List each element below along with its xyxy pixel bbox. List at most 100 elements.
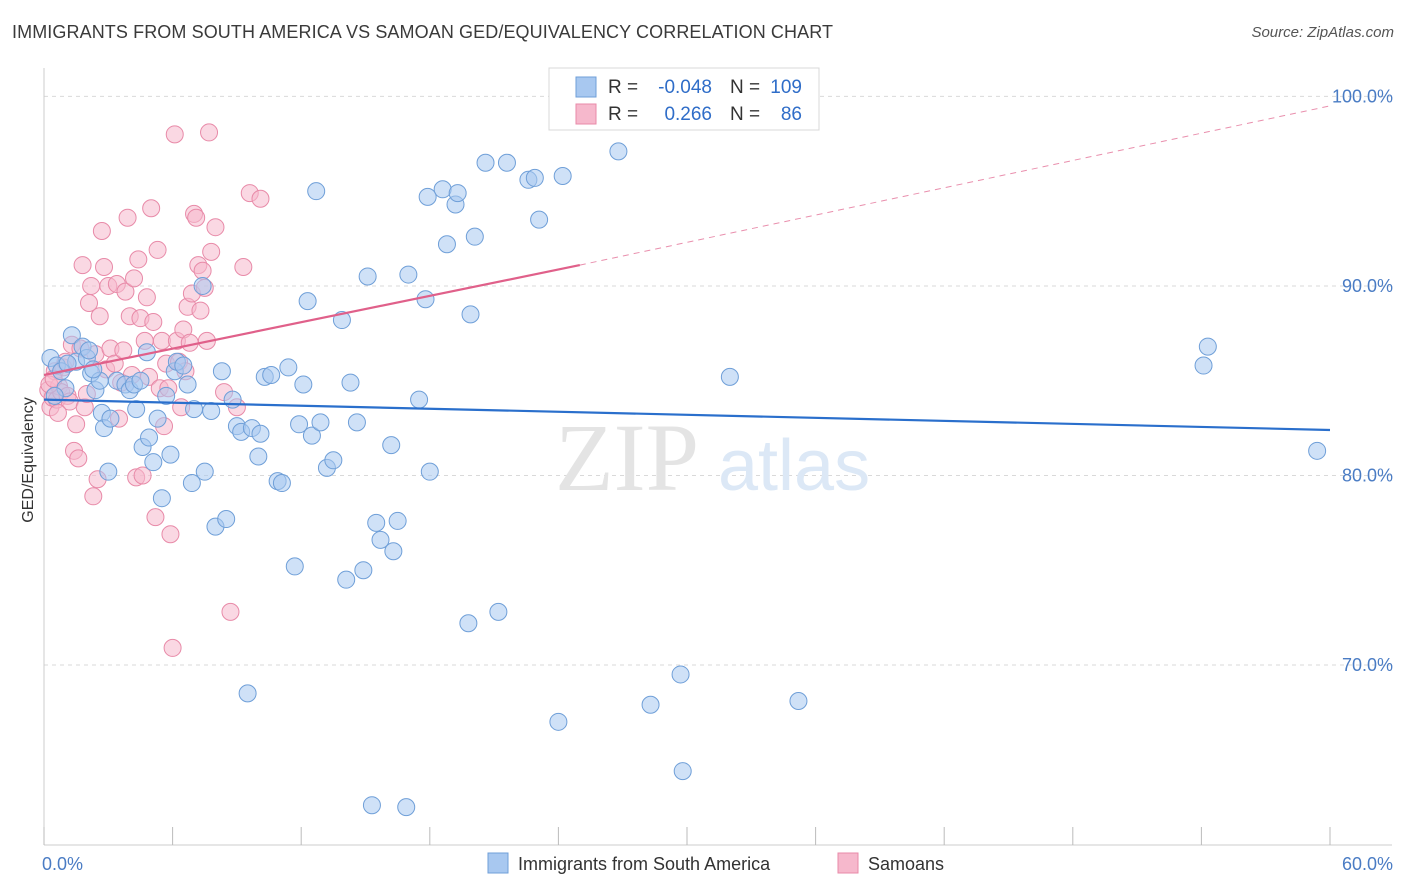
south-america-point-58 [307, 182, 326, 201]
legend-swatch-pink [575, 103, 597, 125]
south-america-point-4 [62, 326, 81, 345]
south-america-point-106 [58, 354, 77, 373]
south-america-trend-line [43, 398, 1331, 432]
south-america-point-56 [298, 292, 317, 311]
legend-r-value-2: 0.266 [664, 104, 712, 125]
trend-lines [43, 105, 1331, 432]
south-america-point-93 [549, 712, 568, 731]
south-america-point-85 [461, 305, 480, 324]
south-america-point-44 [238, 684, 257, 703]
chart-title: IMMIGRANTS FROM SOUTH AMERICA VS SAMOAN … [12, 22, 834, 42]
samoans-point-74 [200, 123, 219, 142]
south-america-point-14 [101, 409, 120, 428]
bottom-legend-label-pink: Samoans [868, 854, 944, 874]
south-america-point-84 [459, 614, 478, 633]
south-america-point-65 [347, 413, 366, 432]
y-tick-labels: 70.0% 80.0% 90.0% 100.0% [1332, 86, 1393, 675]
y-tick-label-1: 80.0% [1342, 465, 1393, 485]
samoans-trend-extension [579, 105, 1331, 266]
south-america-point-33 [182, 474, 201, 493]
south-america-point-26 [152, 489, 171, 508]
south-america-point-41 [223, 390, 242, 409]
y-tick-label-3: 100.0% [1332, 86, 1393, 106]
south-america-point-92 [530, 210, 549, 229]
bottom-legend-swatch-pink [837, 852, 859, 874]
south-america-point-37 [202, 402, 221, 421]
south-america-point-102 [1198, 337, 1217, 356]
south-america-point-36 [195, 462, 214, 481]
samoans-point-45 [137, 288, 156, 307]
south-america-point-88 [489, 602, 508, 621]
south-america-point-76 [410, 390, 429, 409]
legend: R = -0.048 N = 109 R = 0.266 N = 86 [548, 67, 820, 131]
samoans-point-14 [69, 449, 88, 468]
south-america-point-52 [279, 358, 298, 377]
south-america-point-73 [388, 511, 407, 530]
x-tick-labels: 0.0% 60.0% [42, 854, 1393, 874]
south-america-point-103 [1194, 356, 1213, 375]
south-america-point-32 [178, 375, 197, 394]
legend-n-value-2: 86 [781, 104, 802, 125]
south-america-point-96 [609, 142, 628, 161]
x-tick-label-1: 60.0% [1342, 854, 1393, 874]
south-america-point-47 [251, 424, 270, 443]
watermark-zip: ZIP [555, 404, 699, 511]
south-america-point-57 [302, 426, 321, 445]
samoans-point-56 [161, 525, 180, 544]
south-america-point-87 [476, 153, 495, 172]
samoans-point-49 [146, 508, 165, 527]
south-america-point-68 [362, 796, 381, 815]
legend-r-label-1: R = [608, 77, 638, 98]
samoans-point-16 [73, 256, 92, 275]
samoans-point-82 [251, 189, 270, 208]
south-america-point-105 [45, 386, 64, 405]
south-america-point-31 [174, 356, 193, 375]
south-america-point-25 [148, 409, 167, 428]
south-america-point-35 [193, 276, 212, 295]
watermark: ZIP atlas [555, 404, 870, 511]
samoans-point-68 [187, 208, 206, 227]
samoans-point-50 [148, 240, 167, 259]
south-america-point-67 [358, 267, 377, 286]
legend-r-label-2: R = [608, 104, 638, 125]
south-america-point-40 [217, 510, 236, 529]
south-america-point-63 [337, 570, 356, 589]
samoans-point-48 [144, 312, 163, 331]
south-america-point-28 [161, 445, 180, 464]
south-america-point-98 [671, 665, 690, 684]
samoans-point-75 [202, 242, 221, 261]
samoans-point-26 [95, 257, 114, 276]
south-america-point-99 [673, 762, 692, 781]
south-america-point-94 [553, 167, 572, 186]
south-america-point-54 [290, 415, 309, 434]
south-america-point-80 [433, 180, 452, 199]
south-america-point-78 [418, 187, 437, 206]
south-america-point-61 [324, 451, 343, 470]
south-america-point-101 [789, 691, 808, 710]
south-america-point-72 [384, 542, 403, 561]
samoans-point-25 [92, 221, 111, 240]
y-tick-label-0: 70.0% [1342, 655, 1393, 675]
south-america-point-24 [144, 453, 163, 472]
bottom-legend: Immigrants from South America Samoans [487, 852, 944, 874]
legend-n-label-1: N = [730, 77, 760, 98]
samoans-point-21 [84, 487, 103, 506]
samoans-point-85 [48, 403, 67, 422]
south-america-point-89 [497, 153, 516, 172]
chart-source: Source: ZipAtlas.com [1251, 24, 1394, 41]
south-america-point-20 [131, 371, 150, 390]
south-america-point-69 [367, 513, 386, 532]
south-america-point-97 [641, 695, 660, 714]
legend-n-label-2: N = [730, 104, 760, 125]
south-america-point-13 [99, 462, 118, 481]
samoans-point-78 [221, 602, 240, 621]
south-america-point-59 [311, 413, 330, 432]
south-america-point-74 [397, 798, 416, 817]
south-america-point-70 [371, 530, 390, 549]
south-america-point-86 [465, 227, 484, 246]
south-america-point-75 [399, 265, 418, 284]
legend-r-value-1: -0.048 [658, 77, 712, 98]
samoans-point-52 [152, 331, 171, 350]
samoans-point-39 [125, 269, 144, 288]
